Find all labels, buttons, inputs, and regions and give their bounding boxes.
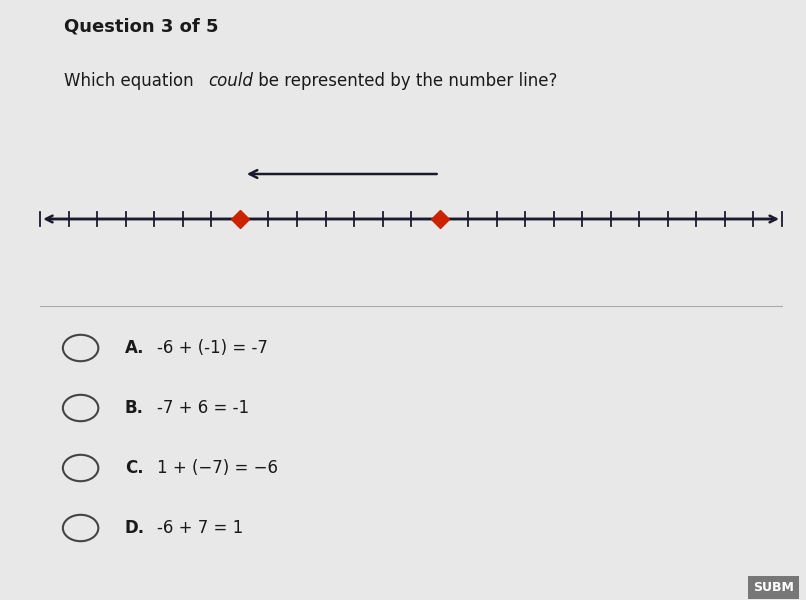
Text: could: could (208, 72, 253, 90)
Text: be represented by the number line?: be represented by the number line? (253, 72, 558, 90)
Text: -6 + (-1) = -7: -6 + (-1) = -7 (157, 339, 268, 357)
Text: D.: D. (125, 519, 145, 537)
Text: Question 3 of 5: Question 3 of 5 (64, 18, 219, 36)
Text: A.: A. (125, 339, 144, 357)
Text: -6 + 7 = 1: -6 + 7 = 1 (157, 519, 243, 537)
Text: B.: B. (125, 399, 144, 417)
Text: Which equation: Which equation (64, 72, 199, 90)
Text: -7 + 6 = -1: -7 + 6 = -1 (157, 399, 249, 417)
Text: SUBM: SUBM (753, 581, 794, 594)
Text: C.: C. (125, 459, 143, 477)
Text: 1 + (−7) = −6: 1 + (−7) = −6 (157, 459, 278, 477)
